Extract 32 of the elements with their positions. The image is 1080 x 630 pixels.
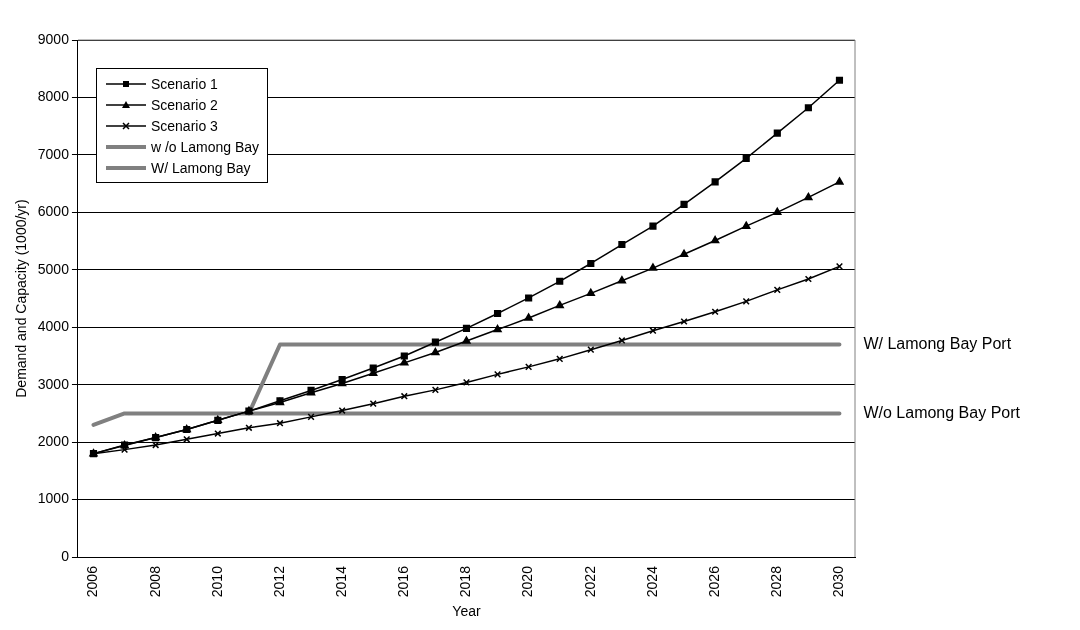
legend-label: W/ Lamong Bay xyxy=(150,159,251,176)
x-tick-label: 2012 xyxy=(270,565,287,598)
x-tick-label: 2020 xyxy=(519,565,536,598)
annotation: W/o Lamong Bay Port xyxy=(863,403,1021,421)
y-tick-label: 6000 xyxy=(37,203,70,220)
x-tick-label: 2024 xyxy=(643,565,660,598)
y-tick-label: 5000 xyxy=(37,260,70,277)
x-tick-label: 2026 xyxy=(705,565,722,598)
y-tick-label: 4000 xyxy=(37,318,70,335)
x-tick-label: 2010 xyxy=(208,565,225,598)
x-axis-title: Year xyxy=(452,603,481,620)
y-tick-label: 0 xyxy=(61,547,70,564)
y-axis-title: Demand and Capacity (1000/yr) xyxy=(13,199,30,398)
x-tick-label: 2018 xyxy=(457,565,474,598)
x-tick-label: 2016 xyxy=(395,565,412,598)
y-tick-label: 2000 xyxy=(37,433,70,450)
x-tick-label: 2014 xyxy=(333,565,349,598)
y-tick-label: 1000 xyxy=(37,490,70,507)
y-tick-label: 8000 xyxy=(37,88,70,105)
x-tick-label: 2022 xyxy=(581,565,598,598)
x-tick-label: 2030 xyxy=(830,565,847,598)
annotation: W/ Lamong Bay Port xyxy=(863,334,1012,352)
x-tick-label: 2006 xyxy=(84,565,101,598)
y-tick-label: 9000 xyxy=(37,30,70,47)
legend-label: w /o Lamong Bay xyxy=(150,138,260,155)
legend-label: Scenario 3 xyxy=(150,117,218,134)
y-tick-label: 7000 xyxy=(37,145,70,162)
legend-label: Scenario 1 xyxy=(150,75,218,92)
y-tick-label: 3000 xyxy=(37,375,70,392)
x-tick-label: 2008 xyxy=(146,565,163,598)
legend-label: Scenario 2 xyxy=(150,96,218,113)
x-tick-label: 2028 xyxy=(768,565,785,598)
